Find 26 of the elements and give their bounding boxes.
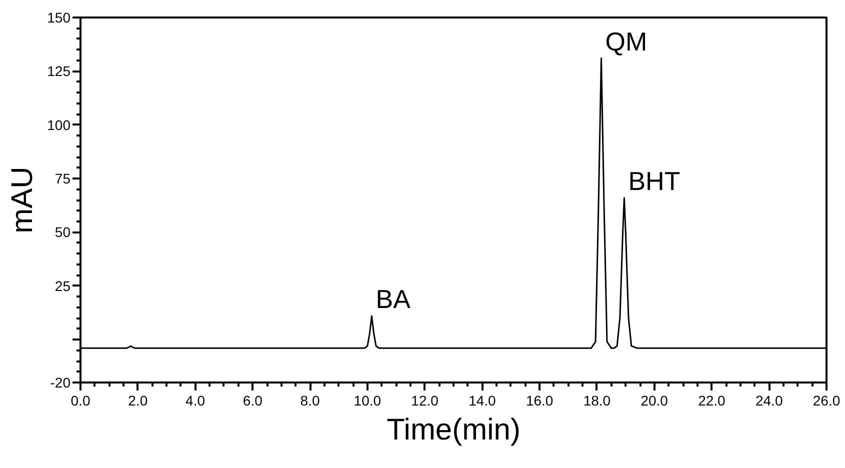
annotation: BHT xyxy=(628,166,680,196)
y-tick-label: 100 xyxy=(47,116,71,133)
x-tick-label: 4.0 xyxy=(186,392,206,408)
x-tick-label: 12.0 xyxy=(411,392,439,408)
y-tick-label: 50 xyxy=(54,224,71,240)
x-tick-label: 20.0 xyxy=(640,392,668,408)
y-tick-label: 150 xyxy=(47,10,71,26)
y-axis-title: mAU xyxy=(6,166,40,234)
annotation: QM xyxy=(605,26,648,56)
annotation: BA xyxy=(376,284,412,314)
x-tick-label: 14.0 xyxy=(468,392,496,408)
x-tick-label: 8.0 xyxy=(300,392,320,408)
y-tick-label: 125 xyxy=(47,63,71,80)
x-tick-label: 10.0 xyxy=(354,392,382,408)
x-tick-label: 2.0 xyxy=(128,392,148,408)
y-tick-label: 75 xyxy=(54,170,71,187)
x-tick-label: 18.0 xyxy=(583,392,611,408)
x-axis-title: Time(min) xyxy=(386,414,520,446)
x-tick-label: 24.0 xyxy=(755,392,783,408)
y-tick-label: 25 xyxy=(54,278,71,294)
y-tick-label: -20 xyxy=(50,374,71,390)
x-tick-label: 16.0 xyxy=(526,392,554,408)
x-tick-label: 0.0 xyxy=(70,392,90,408)
x-tick-label: 6.0 xyxy=(242,392,263,408)
x-tick-label: 22.0 xyxy=(698,392,726,408)
x-tick-label: 26.0 xyxy=(812,392,840,408)
